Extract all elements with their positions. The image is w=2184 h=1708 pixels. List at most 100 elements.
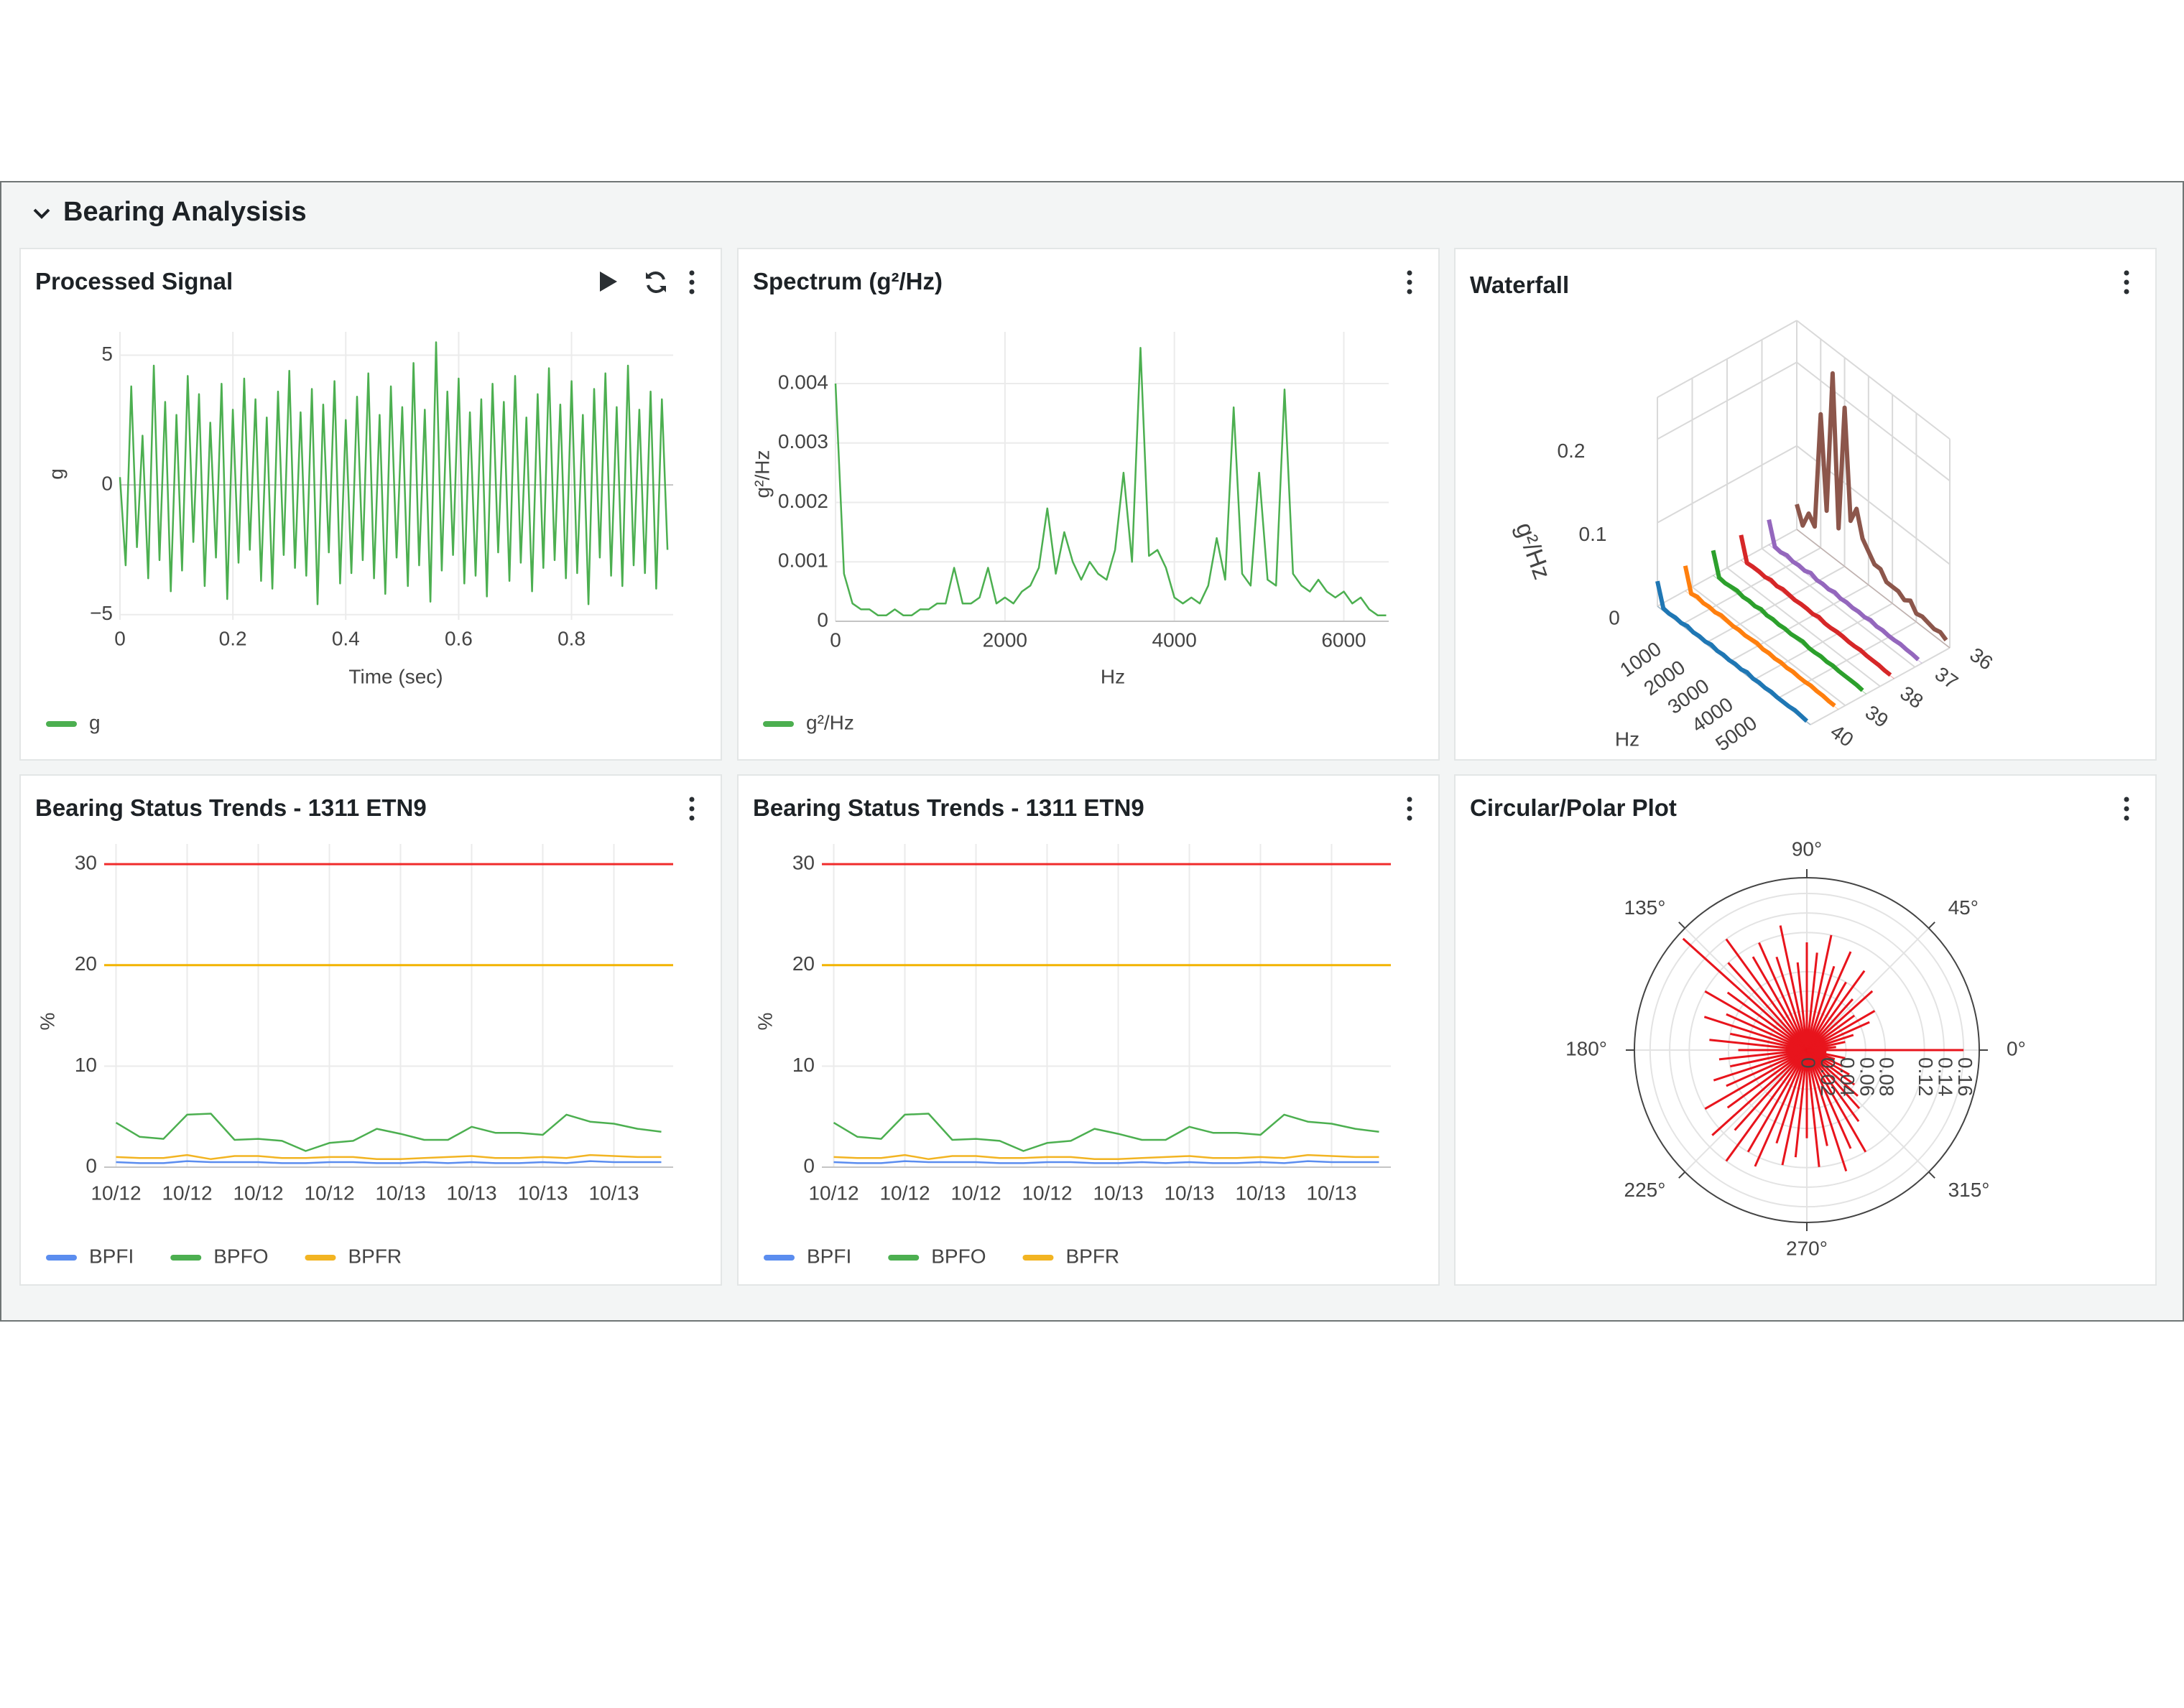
z-tick-label: 0: [1609, 606, 1620, 628]
x-tick-label: 2000: [983, 628, 1027, 651]
y-tick-label: 10: [792, 1054, 815, 1076]
panel: Bearing Status Trends - 1311 ETN9: [19, 774, 722, 1286]
spoke: [1726, 991, 1808, 1052]
x-tick-label: 10/13: [1164, 1182, 1214, 1204]
y-tick-label: 37: [1931, 662, 1962, 693]
spoke: [1796, 962, 1808, 1051]
grid-line: [1806, 1049, 1930, 1173]
spoke: [1713, 1049, 1808, 1082]
tick-mark: [1928, 922, 1935, 929]
spoke: [1752, 956, 1808, 1051]
spoke: [1746, 1049, 1808, 1153]
x-tick-label: 10/13: [1306, 1182, 1356, 1204]
x-tick-label: 10/13: [375, 1182, 425, 1204]
play-button[interactable]: [596, 269, 620, 294]
series-line: [1767, 519, 1920, 662]
collapse-chevron[interactable]: [32, 204, 52, 224]
theta-tick-label: 225°: [1624, 1179, 1666, 1201]
spoke: [1726, 1049, 1808, 1109]
refresh-button[interactable]: [643, 269, 669, 295]
spoke: [1805, 998, 1854, 1052]
legend-label: BPFR: [1065, 1245, 1119, 1267]
grid-line: [1657, 361, 1797, 440]
menu-button[interactable]: [1402, 796, 1417, 822]
menu-button[interactable]: [685, 796, 699, 822]
panel-title: Bearing Status Trends - 1311 ETN9: [35, 794, 427, 821]
series-line: [1655, 580, 1809, 723]
spoke: [1725, 938, 1808, 1051]
spoke: [1805, 965, 1836, 1051]
y-tick-label: 30: [75, 852, 97, 874]
spoke: [1729, 1049, 1808, 1068]
grid-line: [1761, 547, 1916, 668]
menu-button[interactable]: [685, 269, 699, 295]
theta-tick-label: 135°: [1624, 896, 1666, 919]
spoke: [1806, 1049, 1827, 1054]
x-tick-label: 0: [830, 628, 841, 651]
spoke: [1725, 1049, 1808, 1162]
spoke: [1805, 951, 1852, 1051]
series-line: [1711, 549, 1864, 692]
legend-label: BPFR: [348, 1245, 402, 1267]
spoke: [1729, 1032, 1808, 1052]
series-line: [115, 1113, 662, 1152]
spoke: [1805, 1049, 1828, 1146]
spoke: [1805, 1049, 1820, 1167]
x-tick-label: 10/12: [1022, 1182, 1072, 1204]
x-tick-label: 10/12: [162, 1182, 212, 1204]
panel: Processed Signal: [19, 248, 722, 761]
x-tick-label: 0.4: [332, 627, 360, 649]
panel-title: Waterfall: [1470, 271, 1570, 298]
x-tick-label: 0.2: [219, 627, 247, 649]
spoke: [1775, 956, 1808, 1051]
x-tick-label: 0: [114, 627, 126, 649]
spoke: [1704, 990, 1808, 1052]
spoke: [1805, 1049, 1848, 1172]
y-tick-label: 39: [1861, 701, 1892, 732]
spoke: [1726, 1013, 1808, 1052]
spoke: [1718, 1049, 1808, 1061]
theta-tick-label: 270°: [1786, 1237, 1828, 1259]
spoke: [1805, 934, 1833, 1051]
y-tick-label: 0.001: [778, 549, 828, 572]
spoke: [1794, 1049, 1808, 1158]
z-axis-title: g²/Hz: [1510, 519, 1555, 583]
y-tick-label: 0: [101, 473, 113, 495]
y-tick-label: 0: [85, 1154, 97, 1176]
spoke: [1805, 981, 1847, 1051]
grid-line: [1684, 927, 1808, 1051]
spoke: [1806, 1021, 1870, 1052]
grid-line: [1796, 361, 1951, 482]
theta-tick-label: 180°: [1565, 1037, 1607, 1059]
x-tick-label: 0.8: [557, 627, 586, 649]
legend-label: BPFO: [931, 1245, 986, 1267]
panel-title: Spectrum (g²/Hz): [753, 268, 943, 294]
panel-title: Bearing Status Trends - 1311 ETN9: [753, 794, 1144, 821]
series-line: [116, 1160, 662, 1164]
y-axis-title: %: [754, 1013, 776, 1031]
theta-tick-label: 45°: [1948, 896, 1979, 919]
menu-button[interactable]: [2119, 269, 2134, 295]
spoke: [1805, 952, 1818, 1051]
spoke: [1704, 1049, 1808, 1110]
x-tick-label: 10/13: [1093, 1182, 1143, 1204]
tick-mark: [1678, 922, 1686, 929]
y-tick-label: −5: [90, 602, 113, 624]
menu-button[interactable]: [1402, 269, 1417, 295]
panel-title: Circular/Polar Plot: [1470, 794, 1677, 821]
panel: Bearing Status Trends - 1311 ETN9: [737, 774, 1440, 1286]
y-tick-label: 0: [803, 1154, 815, 1176]
series-line: [116, 1154, 662, 1161]
grid-line: [1796, 529, 1951, 649]
legend-label: BPFI: [89, 1245, 134, 1267]
y-tick-label: 0.004: [778, 371, 828, 393]
spoke: [1805, 1049, 1852, 1149]
r-tick-label: 0.02: [1817, 1057, 1839, 1097]
x-tick-label: 10/12: [950, 1182, 1001, 1204]
legend-label: BPFO: [213, 1245, 268, 1267]
legend-label: BPFI: [807, 1245, 851, 1267]
x-tick-label: 10/13: [517, 1182, 568, 1204]
menu-button[interactable]: [2119, 796, 2134, 822]
